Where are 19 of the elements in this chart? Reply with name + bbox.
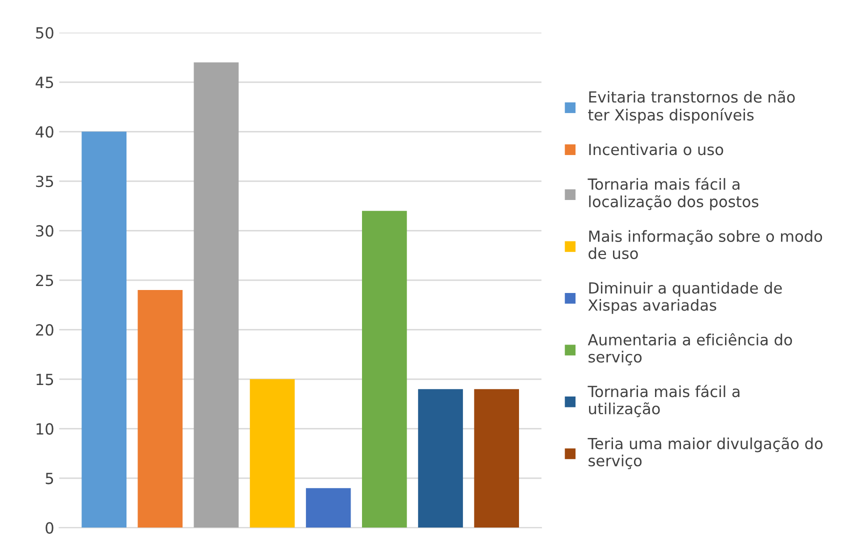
y-tick-label: 45 xyxy=(36,76,54,88)
y-tick-label: 40 xyxy=(36,126,54,138)
legend-label: Incentivaria o uso xyxy=(589,143,724,156)
legend-label: Evitaria transtornos de não ter Xispas disponíveis xyxy=(588,90,795,124)
y-tick-label: 20 xyxy=(36,324,54,336)
legend-label: Diminuir a quantidade de Xispas avariadas xyxy=(588,282,782,314)
y-tick-label: 35 xyxy=(36,176,54,188)
legend-label: Aumentaria a eficiência do serviço xyxy=(588,333,792,366)
y-tick-label: 50 xyxy=(36,27,54,39)
legend-label: Tornaria mais fácil a utilização xyxy=(588,384,740,418)
legend-label: Mais informação sobre o modo de uso xyxy=(588,230,822,260)
y-tick-label: 15 xyxy=(36,374,54,386)
y-tick-label: 5 xyxy=(46,472,54,484)
y-tick-label: 30 xyxy=(36,225,54,237)
y-tick-label: 25 xyxy=(36,274,54,286)
legend-label: Tornaria mais fácil a localização dos postos xyxy=(588,177,758,210)
y-tick-label: 0 xyxy=(46,522,54,534)
y-tick-label: 10 xyxy=(36,423,54,435)
legend-label: Teria uma maior divulgação do serviço xyxy=(588,437,823,470)
